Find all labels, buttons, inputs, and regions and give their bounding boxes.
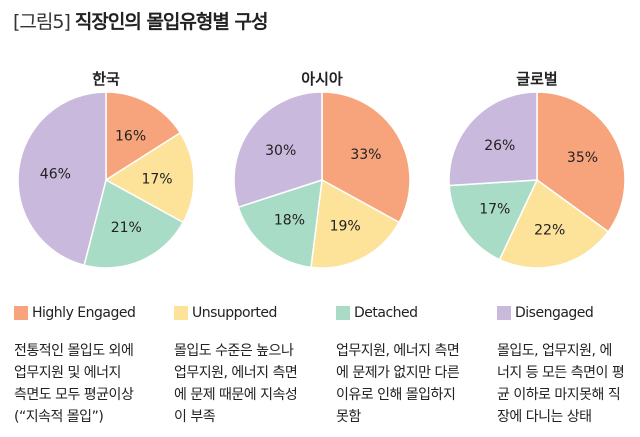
pie-title-korea: 한국 xyxy=(92,70,120,88)
pie-data-label: 21% xyxy=(111,220,142,236)
pie-data-label: 16% xyxy=(115,128,146,144)
pie-slice-detached xyxy=(237,178,323,269)
legend-swatch xyxy=(497,306,511,320)
legend-swatch xyxy=(174,306,188,320)
pie-data-label: 33% xyxy=(350,147,381,163)
legend-swatch xyxy=(14,306,28,320)
pie-data-label: 30% xyxy=(265,143,296,159)
legend-disengaged: Disengaged xyxy=(497,305,594,321)
pie-title-global: 글로벌 xyxy=(516,70,558,88)
desc-line: 전통적인 몰입도 외에 xyxy=(14,343,134,359)
pie-slice-highly-engaged xyxy=(105,91,182,182)
desc-line: 이 부족 xyxy=(174,409,216,425)
pie-data-label: 19% xyxy=(330,218,361,234)
figure-heading: 직장인의 몰입유형별 구성 xyxy=(74,11,269,33)
desc-line: 업무지원, 에너지 측면 xyxy=(336,343,460,359)
desc-line: (“지속적 몰입”) xyxy=(14,409,104,425)
pie-data-label: 22% xyxy=(534,222,565,238)
legend-label: Unsupported xyxy=(192,305,277,321)
legend-highly-engaged: Highly Engaged xyxy=(14,305,136,321)
pie-slice-unsupported xyxy=(104,131,195,224)
desc-line: 에 문제 때문에 지속성 xyxy=(174,387,298,403)
pie-title-asia: 아시아 xyxy=(301,70,343,88)
pie-slice-highly-engaged xyxy=(536,91,626,233)
desc-line: 에 문제가 없지만 다른 xyxy=(336,365,460,381)
legend-label: Detached xyxy=(354,305,418,321)
pie-slice-disengaged xyxy=(17,91,107,267)
legend-label: Disengaged xyxy=(515,305,594,321)
desc-line: 몰입도 수준은 높으나 xyxy=(174,343,294,359)
legend-label: Highly Engaged xyxy=(32,305,136,321)
pie-data-label: 17% xyxy=(141,171,172,187)
desc-line: 이유로 인해 몰입하지 xyxy=(336,387,456,403)
desc-line: 측면도 모두 평균이상 xyxy=(14,387,134,403)
figure-number: [그림5] xyxy=(13,11,71,33)
desc-line: 균 이하로 마지못해 직 xyxy=(497,387,621,403)
desc-line: 너지 등 모든 측면이 평 xyxy=(497,365,625,381)
pie-slice-detached xyxy=(83,178,185,269)
desc-line: 장에 다니는 상태 xyxy=(497,409,592,425)
pie-slice-disengaged xyxy=(448,91,538,187)
pie-slice-unsupported xyxy=(310,178,401,269)
legend-unsupported: Unsupported xyxy=(174,305,277,321)
pie-slice-highly-engaged xyxy=(321,91,411,224)
pie-data-label: 46% xyxy=(40,167,71,183)
pie-data-label: 26% xyxy=(484,138,515,154)
pie-charts: 16% 17% 21% 46% 33% 19% 18% 30% 35% 22% 17% 26% xyxy=(17,91,626,269)
figure-title: [그림5] 직장인의 몰입유형별 구성 xyxy=(13,7,269,34)
desc-line: 못함 xyxy=(336,409,361,425)
pie-data-label: 18% xyxy=(274,212,305,228)
legend-swatch xyxy=(336,306,350,320)
legend-detached: Detached xyxy=(336,305,418,321)
pie-data-label: 17% xyxy=(479,202,510,218)
pie-slice-disengaged xyxy=(233,91,323,209)
desc-line: 업무지원 및 에너지 xyxy=(14,365,121,381)
desc-line: 몰입도, 업무지원, 에 xyxy=(497,343,612,359)
pie-slice-detached xyxy=(448,179,539,261)
desc-line: 업무지원, 에너지 측면 xyxy=(174,365,298,381)
pie-data-label: 35% xyxy=(567,150,598,166)
